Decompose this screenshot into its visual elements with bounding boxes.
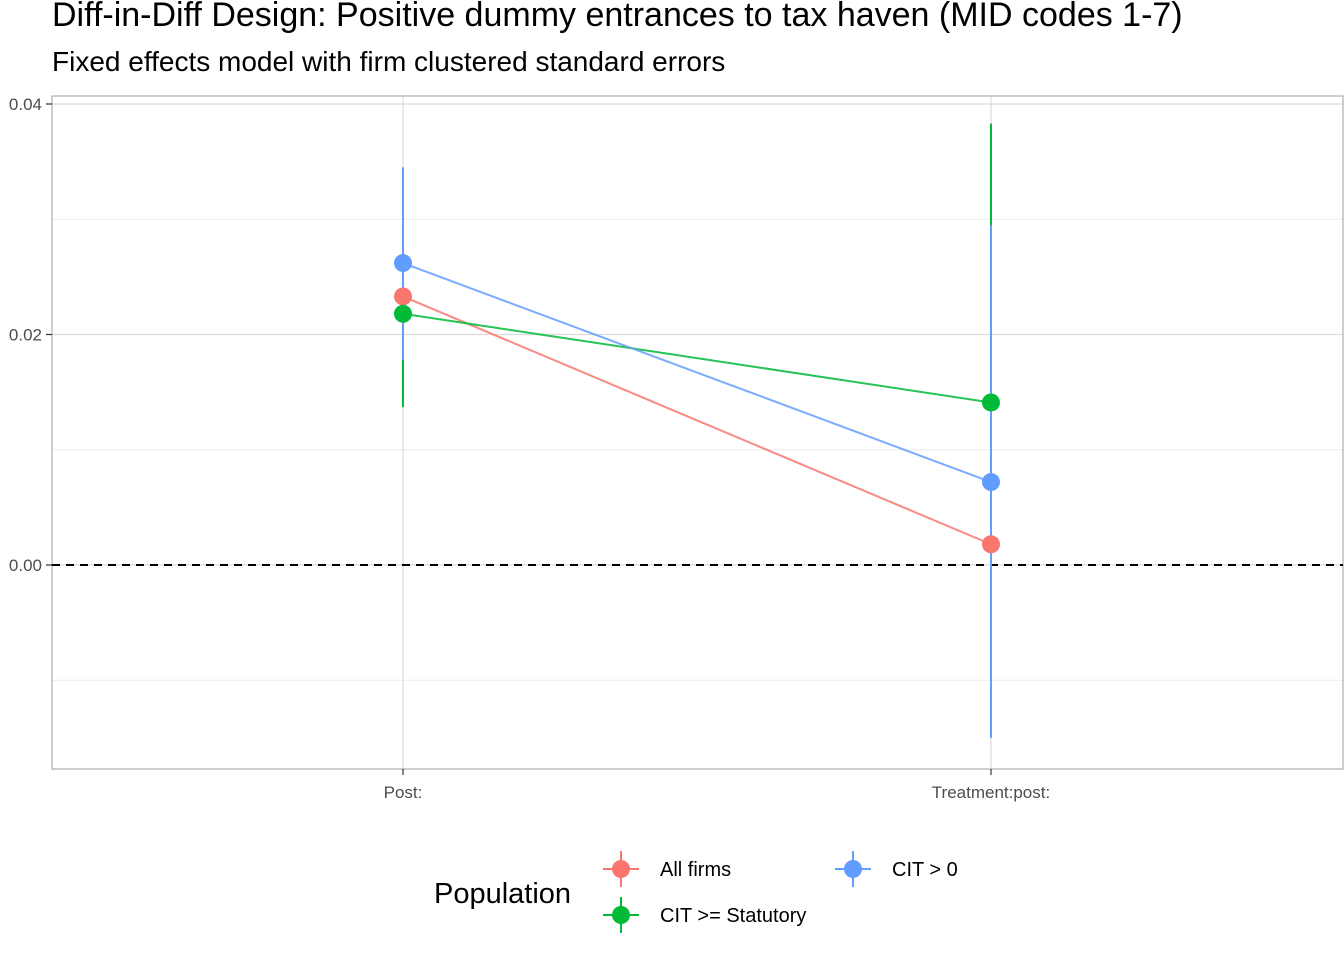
series-line [402, 312, 992, 404]
legend-item: CIT >= Statutory [603, 897, 806, 933]
legend-label: All firms [660, 859, 731, 881]
legend-label: CIT > 0 [892, 859, 958, 881]
legend-title: Population [434, 878, 571, 910]
data-point [394, 304, 412, 323]
y-tick-label: 0.00 [9, 556, 42, 575]
legend-key-point [612, 906, 630, 924]
chart-title: Diff-in-Diff Design: Positive dummy entr… [52, 0, 1183, 34]
axis-layer: 0.00 0.02 0.04 Post: Treatment:post: [9, 95, 1050, 802]
data-point [982, 535, 1000, 554]
y-tick-label: 0.04 [9, 95, 42, 114]
error-bar-layer [402, 123, 992, 738]
legend: Population All firms CIT > 0 CIT >= Statuto… [434, 851, 958, 933]
x-tick-label: Treatment:post: [932, 783, 1050, 802]
legend-label: CIT >= Statutory [660, 905, 806, 927]
data-point [982, 473, 1000, 492]
data-point [394, 254, 412, 273]
legend-key-point [844, 860, 862, 878]
data-point [394, 287, 412, 306]
series-line [402, 295, 992, 546]
y-tick-label: 0.02 [9, 326, 42, 345]
legend-item: All firms [603, 851, 731, 887]
panel-border [51, 95, 1344, 770]
grid-layer [51, 95, 1344, 770]
legend-item: CIT > 0 [835, 851, 958, 887]
point-layer [394, 254, 1000, 554]
series-line-layer [402, 262, 992, 546]
legend-key-point [612, 860, 630, 878]
series-line [402, 262, 992, 483]
x-tick-label: Post: [384, 783, 423, 802]
data-point [982, 393, 1000, 412]
chart-subtitle: Fixed effects model with firm clustered … [52, 46, 726, 77]
